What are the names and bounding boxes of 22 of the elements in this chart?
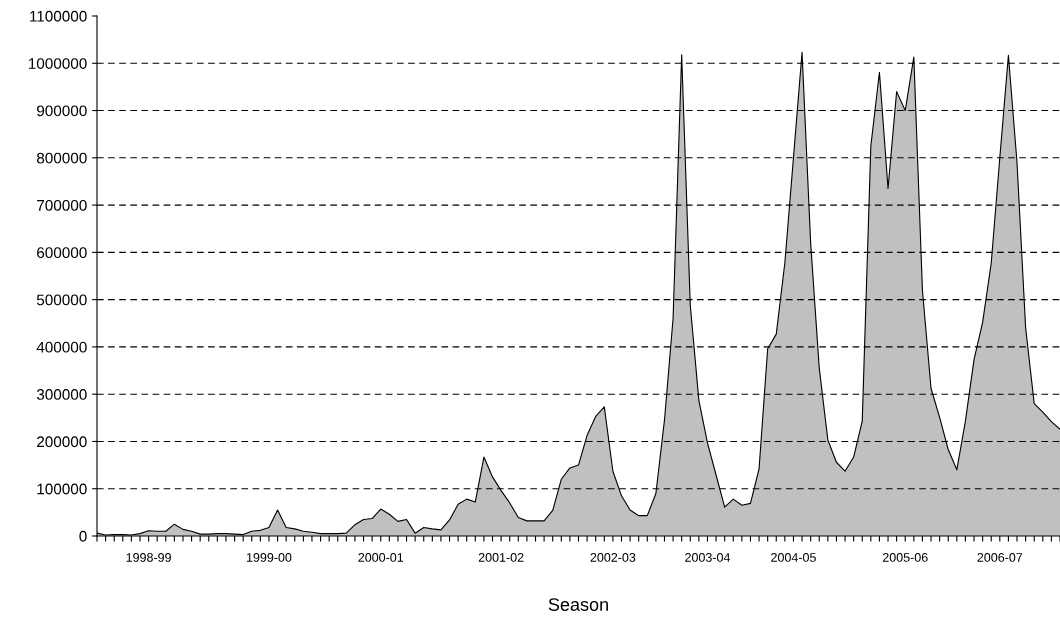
x-axis-title: Season <box>548 598 608 611</box>
y-tick-label: 0 <box>79 530 87 542</box>
y-tick-label: 700000 <box>37 199 87 211</box>
y-tick-label: 800000 <box>36 152 87 164</box>
y-tick-label: 1100000 <box>30 10 87 22</box>
y-tick-label: 900000 <box>37 105 87 117</box>
x-tick-label: 2000-01 <box>358 553 404 562</box>
y-tick-label: 1000000 <box>28 58 87 69</box>
y-tick-label: 400000 <box>36 341 87 353</box>
x-tick-label: 2001-02 <box>478 553 524 562</box>
x-tick-label: 2002-03 <box>590 553 636 562</box>
y-tick-label: 100000 <box>37 483 87 495</box>
x-tick-label: 2004-05 <box>771 553 816 562</box>
y-tick-label: 500000 <box>36 294 87 306</box>
y-tick-label: 600000 <box>37 247 87 259</box>
x-tick-label: 2003-04 <box>685 553 731 562</box>
x-tick-label: 2006-07 <box>977 553 1023 562</box>
x-tick-label: 2005-06 <box>882 553 928 562</box>
y-tick-label: 300000 <box>36 389 87 400</box>
y-tick-label: 200000 <box>37 436 87 448</box>
x-tick-label: 1998-99 <box>126 553 171 562</box>
x-tick-label: 1999-00 <box>246 553 292 562</box>
